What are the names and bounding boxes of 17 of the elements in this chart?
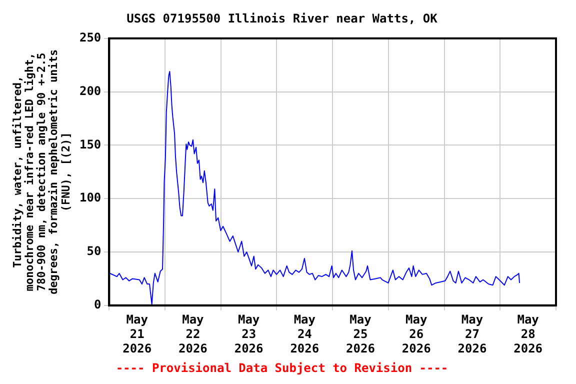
y-tick-label: 0 — [94, 298, 102, 312]
y-tick-label: 150 — [79, 137, 102, 152]
y-tick-label: 100 — [79, 190, 102, 205]
chart-title: USGS 07195500 Illinois River near Watts, OK — [126, 11, 438, 26]
x-tick-label: May 23 2026 — [234, 312, 264, 356]
y-tick-label: 250 — [79, 30, 102, 45]
text: ---- Provisional Data Subject to Revision ---- — [116, 360, 448, 375]
y-axis-title: Turbidity, water, unfiltered, monochrome near infra-red LED light, 780-900 nm, detection angle 90 +-2.5 degrees, formazin nephelometric units (FNU), [(2)] — [10, 49, 72, 294]
x-tick-label: May 24 2026 — [290, 312, 320, 356]
x-tick-label: May 21 2026 — [122, 312, 152, 356]
x-tick-label: May 27 2026 — [458, 312, 487, 356]
x-tick-label: May 25 2026 — [346, 312, 375, 356]
x-tick-label: May 22 2026 — [178, 312, 208, 356]
x-tick-label: May 28 2026 — [514, 312, 543, 356]
y-tick-label: 50 — [86, 244, 102, 258]
y-tick-label: 200 — [79, 84, 102, 98]
x-tick-label: May 26 2026 — [402, 312, 431, 356]
